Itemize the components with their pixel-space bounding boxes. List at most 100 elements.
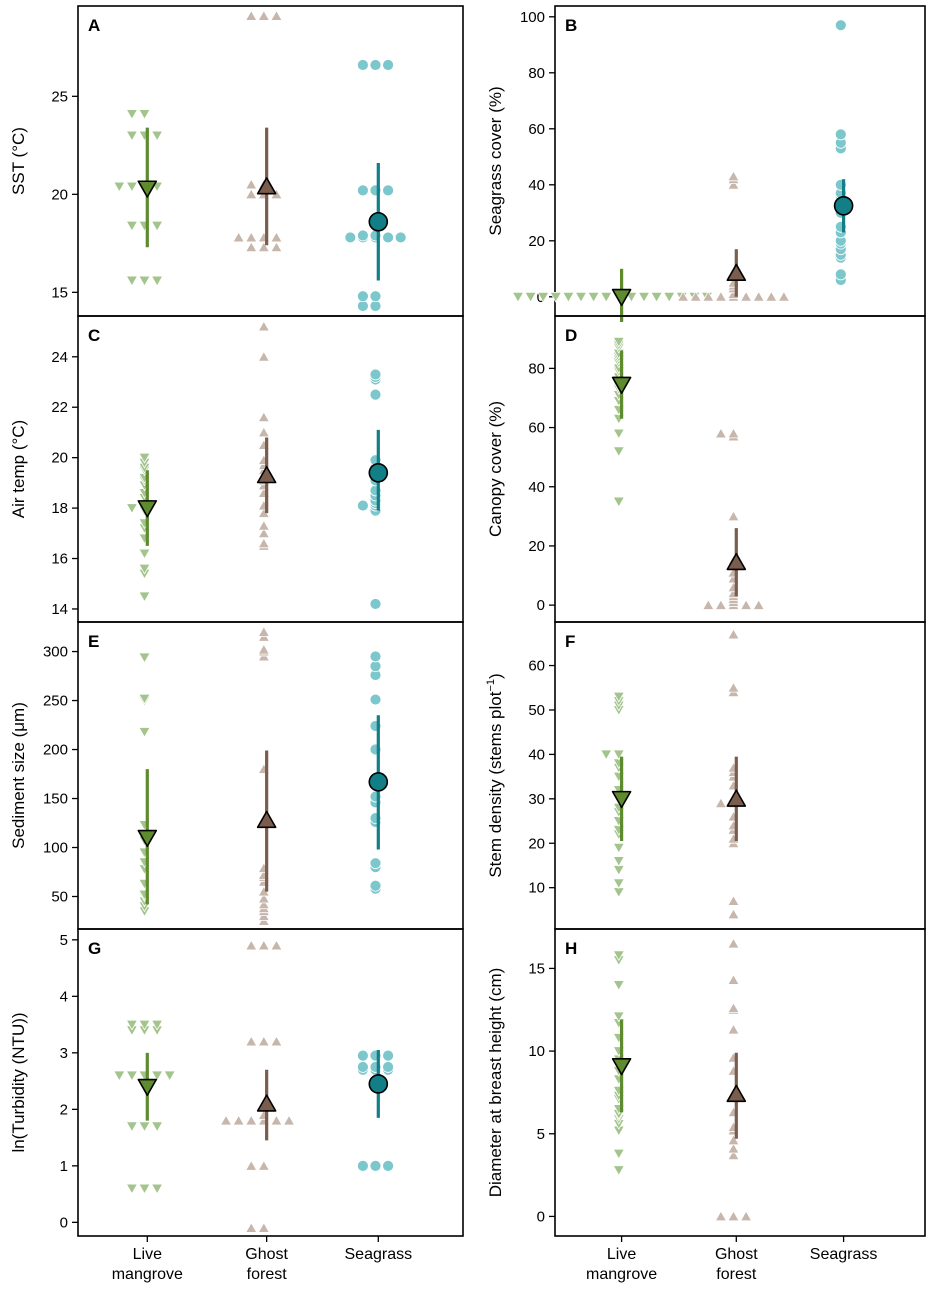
mean-marker: [611, 288, 632, 307]
series-ghost-forest: [715, 628, 747, 920]
data-point: [612, 856, 625, 867]
panel-letter: A: [88, 16, 100, 35]
series-live-mangrove: [611, 950, 632, 1176]
y-tick-label: 24: [51, 349, 68, 366]
data-point: [270, 231, 283, 243]
data-point: [369, 1159, 382, 1172]
data-point: [612, 749, 625, 761]
y-tick-label: 100: [520, 9, 545, 26]
data-point: [257, 939, 270, 951]
panel-D: D 0 20 40 60 80 Canopy cover (%): [486, 315, 926, 623]
y-tick-label: 0: [537, 597, 545, 614]
series-seagrass: [356, 1049, 395, 1172]
y-tick-label: 2: [60, 1101, 68, 1118]
data-point: [257, 643, 270, 655]
data-point: [727, 1002, 740, 1013]
data-point: [257, 520, 270, 531]
data-point: [151, 130, 164, 142]
mean-marker: [611, 376, 632, 395]
data-point: [369, 660, 382, 673]
data-point: [257, 527, 270, 539]
data-point: [382, 1049, 395, 1062]
data-point: [245, 939, 258, 951]
x-tick-label: Live: [133, 1246, 162, 1263]
x-tick-label: Ghost: [715, 1246, 758, 1263]
data-point: [834, 268, 847, 281]
data-point: [612, 496, 625, 508]
x-axis-right: Live mangrove Ghost forest Seagrass: [586, 1236, 877, 1283]
mean-marker: [726, 1084, 747, 1103]
data-point: [126, 1070, 138, 1082]
y-axis-label: SST (°C): [9, 127, 28, 195]
data-point: [245, 188, 258, 200]
data-point: [245, 231, 258, 243]
x-tick-label: mangrove: [586, 1266, 657, 1283]
mean-marker: [611, 1057, 632, 1076]
data-point: [382, 184, 395, 197]
series-seagrass: [368, 650, 389, 895]
data-point: [270, 939, 283, 951]
data-point: [257, 411, 270, 423]
data-point: [382, 59, 395, 71]
y-tick-label: 18: [51, 500, 68, 517]
mean-marker: [256, 177, 277, 195]
data-point: [727, 1210, 740, 1222]
data-point: [257, 351, 270, 362]
data-point: [612, 887, 625, 898]
y-tick-label: 150: [43, 791, 68, 808]
panel-letter: B: [565, 16, 577, 35]
y-tick-label: 0: [537, 1208, 545, 1225]
data-point: [257, 1160, 270, 1171]
data-point: [727, 628, 740, 640]
data-point: [232, 231, 245, 243]
x-tick-label: Seagrass: [810, 1246, 878, 1263]
data-point: [369, 300, 382, 312]
data-point: [702, 599, 715, 610]
y-tick-label: 300: [43, 644, 68, 661]
y-tick-label: 50: [51, 889, 68, 906]
data-point: [245, 1115, 258, 1126]
data-point: [257, 1035, 270, 1047]
data-point: [727, 427, 740, 439]
data-point: [740, 291, 752, 302]
data-point: [138, 109, 151, 120]
data-point: [727, 170, 740, 182]
data-point: [151, 1183, 164, 1195]
data-point: [126, 275, 138, 287]
y-tick-label: 60: [528, 658, 545, 675]
data-point: [834, 128, 847, 141]
panel-frame: [77, 5, 464, 317]
data-point: [834, 19, 847, 32]
data-point: [151, 275, 164, 287]
data-point: [715, 291, 727, 302]
data-point: [270, 241, 283, 253]
y-tick-label: 3: [60, 1045, 68, 1062]
data-point: [151, 220, 164, 232]
panel-C: C 14 16 18 20 22 24 Air temp (°C): [9, 315, 464, 623]
data-point: [126, 220, 138, 232]
data-point: [270, 1115, 283, 1126]
x-axis-left: Live mangrove Ghost forest Seagrass: [112, 1236, 412, 1283]
data-point: [257, 1222, 270, 1233]
data-point: [778, 291, 790, 302]
series-ghost-forest: [232, 10, 283, 253]
mean-marker: [726, 263, 747, 282]
data-point: [220, 1115, 232, 1126]
data-point: [727, 1023, 740, 1035]
series-live-mangrove: [611, 336, 632, 508]
data-point: [612, 1148, 625, 1160]
series-ghost-forest: [715, 937, 752, 1222]
data-point: [138, 727, 151, 738]
data-point: [138, 548, 151, 560]
y-tick-label: 100: [43, 840, 68, 857]
mean-marker: [137, 500, 158, 518]
mean-marker: [726, 789, 747, 807]
data-point: [689, 291, 702, 302]
data-point: [283, 1115, 295, 1126]
data-point: [612, 950, 625, 961]
mean-marker: [256, 1094, 277, 1112]
panel-letter: C: [88, 326, 100, 345]
y-tick-label: 60: [528, 420, 545, 437]
data-point: [245, 1222, 258, 1233]
